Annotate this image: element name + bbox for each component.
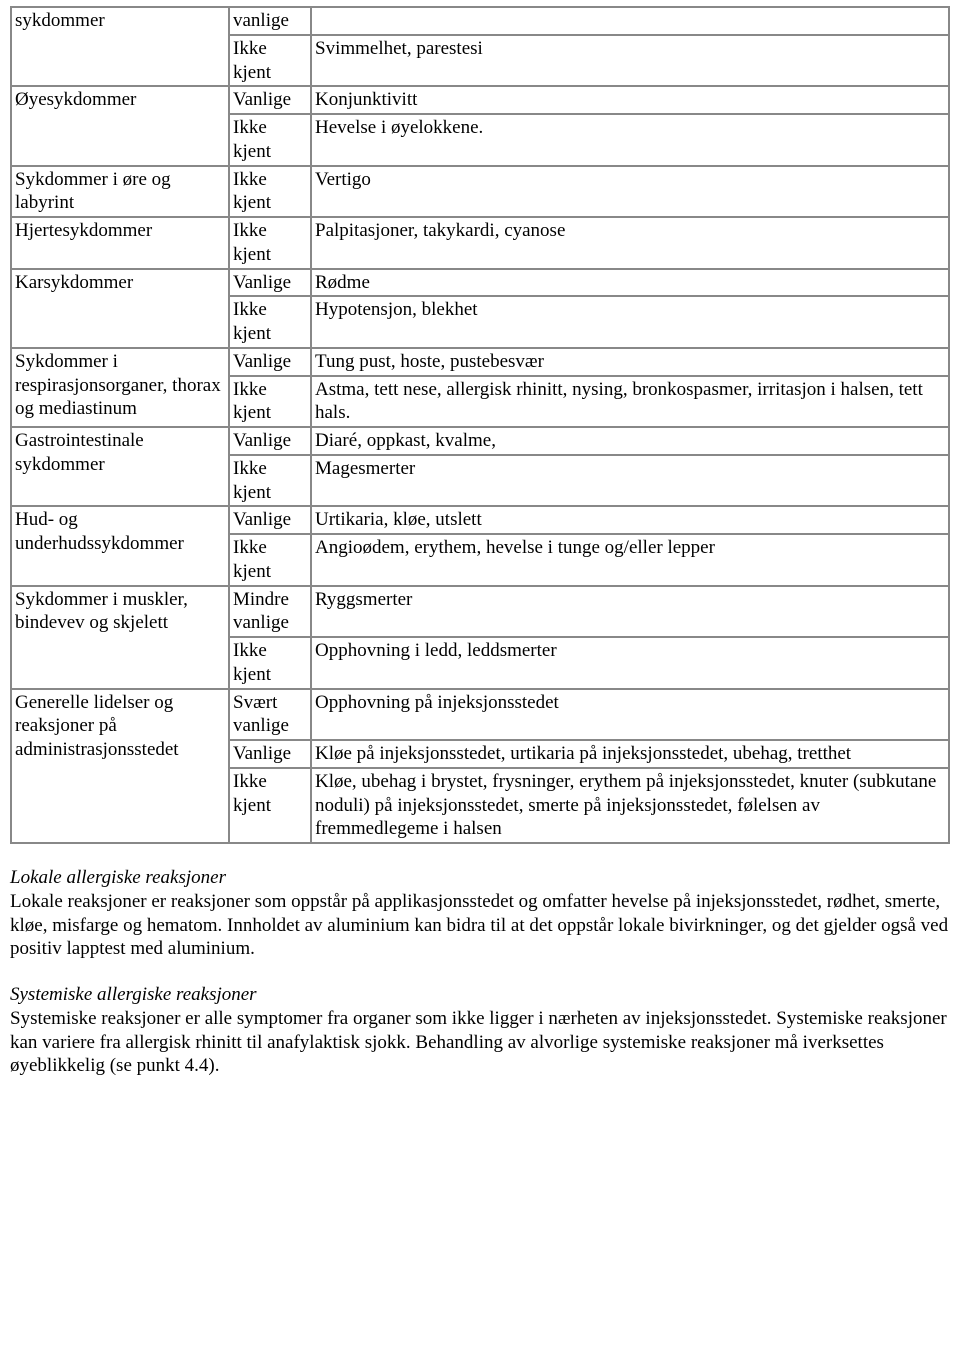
frequency-cell: Ikke kjent [229,35,311,87]
reaction-cell: Vertigo [311,166,949,218]
table-row: Generelle lidelser og reaksjoner på admi… [11,689,949,741]
frequency-cell: Svært vanlige [229,689,311,741]
reaction-cell: Magesmerter [311,455,949,507]
frequency-cell: Ikke kjent [229,114,311,166]
reaction-cell: Urtikaria, kløe, utslett [311,506,949,534]
frequency-cell: Ikke kjent [229,534,311,586]
table-row: Sykdommer i øre og labyrintIkke kjentVer… [11,166,949,218]
reaction-cell: Kløe på injeksjonsstedet, urtikaria på i… [311,740,949,768]
reaction-cell: Tung pust, hoste, pustebesvær [311,348,949,376]
table-row: KarsykdommerVanligeRødme [11,269,949,297]
organ-class-cell: Hjertesykdommer [11,217,229,269]
frequency-cell: Vanlige [229,506,311,534]
table-row: Gastrointestinale sykdommerVanligeDiaré,… [11,427,949,455]
frequency-cell: Ikke kjent [229,455,311,507]
reaction-cell: Hevelse i øyelokkene. [311,114,949,166]
reaction-cell: Hypotensjon, blekhet [311,296,949,348]
reaction-cell: Opphovning på injeksjonsstedet [311,689,949,741]
frequency-cell: Ikke kjent [229,637,311,689]
table-row: ØyesykdommerVanligeKonjunktivitt [11,86,949,114]
table-row: HjertesykdommerIkke kjentPalpitasjoner, … [11,217,949,269]
section-title: Systemiske allergiske reaksjoner [10,983,950,1007]
frequency-cell: Vanlige [229,269,311,297]
frequency-cell: Vanlige [229,86,311,114]
frequency-cell: Vanlige [229,740,311,768]
frequency-cell: Ikke kjent [229,376,311,428]
frequency-cell: vanlige [229,7,311,35]
reaction-cell: Angioødem, erythem, hevelse i tunge og/e… [311,534,949,586]
adverse-effects-table: sykdommervanligeIkke kjentSvimmelhet, pa… [10,6,950,844]
section-body: Lokale reaksjoner er reaksjoner som opps… [10,890,950,961]
frequency-cell: Ikke kjent [229,217,311,269]
table-row: Sykdommer i muskler, bindevev og skjelet… [11,586,949,638]
organ-class-cell: Sykdommer i respirasjonsorganer, thorax … [11,348,229,427]
reaction-cell: Astma, tett nese, allergisk rhinitt, nys… [311,376,949,428]
table-row: Hud- og underhudssykdommerVanligeUrtikar… [11,506,949,534]
table-row: sykdommervanlige [11,7,949,35]
reaction-cell: Konjunktivitt [311,86,949,114]
frequency-cell: Mindre vanlige [229,586,311,638]
reaction-cell: Svimmelhet, parestesi [311,35,949,87]
reaction-cell: Diaré, oppkast, kvalme, [311,427,949,455]
reaction-cell: Rødme [311,269,949,297]
organ-class-cell: Sykdommer i øre og labyrint [11,166,229,218]
organ-class-cell: Hud- og underhudssykdommer [11,506,229,585]
reaction-cell: Ryggsmerter [311,586,949,638]
reaction-cell [311,7,949,35]
reaction-cell: Palpitasjoner, takykardi, cyanose [311,217,949,269]
frequency-cell: Vanlige [229,348,311,376]
reaction-cell: Kløe, ubehag i brystet, frysninger, eryt… [311,768,949,843]
frequency-cell: Ikke kjent [229,768,311,843]
section-title: Lokale allergiske reaksjoner [10,866,950,890]
organ-class-cell: Øyesykdommer [11,86,229,165]
organ-class-cell: Gastrointestinale sykdommer [11,427,229,506]
frequency-cell: Ikke kjent [229,166,311,218]
organ-class-cell: sykdommer [11,7,229,86]
reaction-cell: Opphovning i ledd, leddsmerter [311,637,949,689]
section-body: Systemiske reaksjoner er alle symptomer … [10,1007,950,1078]
frequency-cell: Vanlige [229,427,311,455]
organ-class-cell: Generelle lidelser og reaksjoner på admi… [11,689,229,844]
organ-class-cell: Sykdommer i muskler, bindevev og skjelet… [11,586,229,689]
organ-class-cell: Karsykdommer [11,269,229,348]
table-row: Sykdommer i respirasjonsorganer, thorax … [11,348,949,376]
frequency-cell: Ikke kjent [229,296,311,348]
